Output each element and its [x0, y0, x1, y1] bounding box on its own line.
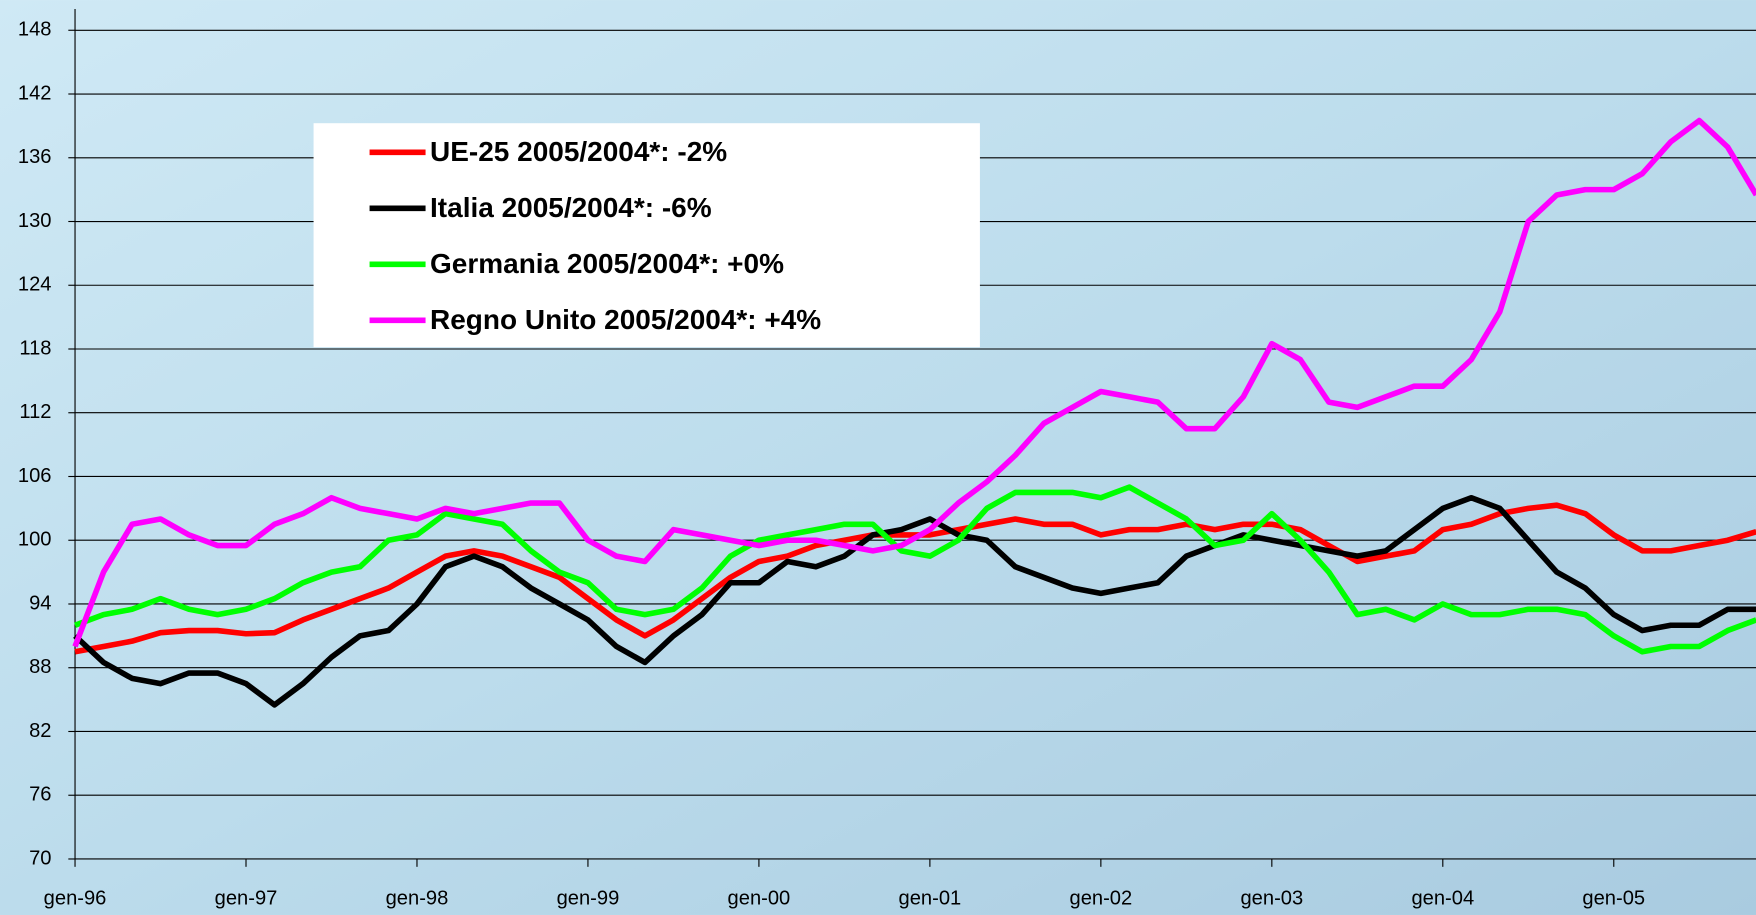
y-tick-label: 76 [29, 784, 51, 806]
series-line [73, 494, 1756, 708]
x-tick-label: gen-96 [44, 888, 107, 910]
y-tick-label: 88 [29, 656, 51, 678]
y-tick-label: 118 [19, 337, 51, 359]
x-tick-label: gen-01 [899, 888, 962, 910]
y-tick-label: 148 [18, 19, 52, 41]
x-tick-label: gen-99 [557, 888, 620, 910]
legend-label: Regno Unito 2005/2004*: +4% [430, 304, 821, 335]
y-tick-label: 70 [29, 847, 51, 869]
legend-box [313, 123, 980, 348]
legend-label: Italia 2005/2004*: -6% [430, 192, 712, 223]
y-tick-label: 100 [18, 529, 52, 551]
x-tick-label: gen-04 [1411, 888, 1474, 910]
y-tick-label: 112 [19, 401, 51, 423]
y-tick-label: 124 [18, 274, 52, 296]
series-line [72, 117, 1756, 648]
series-line [74, 484, 1756, 655]
legend-label: UE-25 2005/2004*: -2% [430, 136, 727, 167]
y-tick-label: 130 [18, 210, 52, 232]
x-tick-label: gen-00 [728, 888, 791, 910]
legend-label: Germania 2005/2004*: +0% [430, 248, 784, 279]
y-tick-label: 142 [18, 82, 52, 104]
x-tick-label: gen-05 [1582, 888, 1645, 910]
x-tick-label: gen-03 [1240, 888, 1303, 910]
x-tick-label: gen-02 [1070, 888, 1133, 910]
x-tick-label: gen-97 [215, 888, 278, 910]
y-tick-label: 106 [18, 465, 52, 487]
y-tick-label: 94 [29, 592, 51, 614]
y-tick-label: 82 [29, 720, 51, 742]
x-tick-label: gen-98 [386, 888, 449, 910]
y-tick-label: 136 [18, 146, 52, 168]
